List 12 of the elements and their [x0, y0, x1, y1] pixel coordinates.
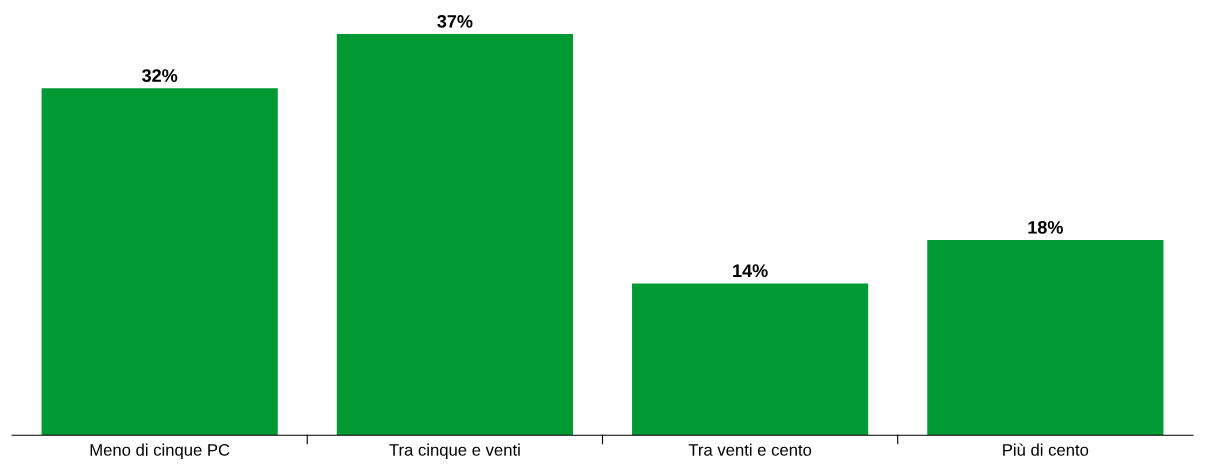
x-tick-label: Più di cento	[1003, 443, 1089, 456]
bar	[336, 34, 573, 436]
x-tick-label: Meno di cinque PC	[90, 443, 230, 460]
data-label: 37%	[437, 14, 473, 28]
bar	[41, 88, 278, 436]
data-label: 18%	[1028, 220, 1063, 234]
bar	[927, 240, 1164, 436]
data-label: 14%	[733, 264, 768, 278]
data-label: 32%	[142, 69, 178, 82]
x-tick-label: Tra cinque e venti	[389, 443, 520, 460]
x-tick-label: Tra venti e cento	[688, 443, 812, 456]
bar	[632, 283, 869, 436]
